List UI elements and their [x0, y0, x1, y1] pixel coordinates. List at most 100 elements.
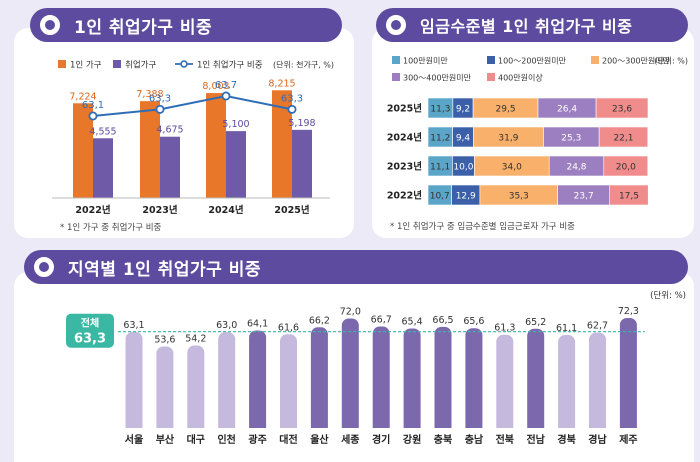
bar-region — [434, 326, 452, 428]
category-label-region: 충북 — [434, 433, 452, 446]
legend-label-household: 1인 가구 — [70, 60, 102, 71]
circle-bullet-icon — [386, 15, 406, 35]
chart-unit: (단위: 천가구, %) — [273, 60, 334, 70]
bar-employed — [292, 129, 312, 198]
category-label: 2022년 — [387, 190, 422, 202]
data-label: 31,9 — [498, 134, 518, 144]
data-label-share: 63,7 — [215, 80, 237, 91]
data-label-region: 64,1 — [247, 318, 268, 329]
category-label-region: 인천 — [217, 433, 235, 446]
bar-region — [187, 345, 205, 428]
data-label-share: 63,3 — [281, 93, 303, 104]
category-label-region: 경남 — [588, 433, 607, 446]
circle-bullet-icon — [34, 257, 54, 277]
data-label: 20,0 — [616, 163, 636, 173]
legend-label: 400만원이상 — [498, 73, 543, 83]
section-title-wage-level: 임금수준별 1인 취업가구 비중 — [376, 8, 688, 42]
series-line-share — [92, 94, 293, 117]
bar-region — [372, 326, 390, 428]
category-label-region: 경기 — [372, 433, 390, 446]
category-label: 2023년 — [387, 161, 422, 173]
category-label-region: 광주 — [248, 434, 266, 446]
bar-household — [73, 103, 93, 198]
chart-unit: (단위: %) — [650, 290, 686, 301]
data-label: 11,1 — [430, 163, 450, 173]
data-label: 23,6 — [612, 105, 632, 115]
bar-segment — [595, 97, 649, 119]
bar-region — [496, 334, 514, 428]
data-label: 26,4 — [557, 105, 577, 115]
bar-employed — [160, 136, 180, 198]
data-label-region: 61,1 — [556, 323, 577, 334]
data-label-region: 61,3 — [494, 323, 515, 334]
data-label-region: 53,6 — [154, 334, 175, 345]
data-label: 24,8 — [566, 163, 586, 173]
data-label-region: 66,5 — [432, 315, 453, 326]
data-label-region: 72,0 — [340, 306, 361, 317]
reference-value: 63,3 — [74, 332, 106, 347]
category-label-region: 강원 — [403, 433, 421, 446]
category-label-region: 전남 — [526, 433, 545, 446]
section-title-text: 임금수준별 1인 취업가구 비중 — [420, 17, 633, 36]
data-label-share: 63,3 — [149, 93, 171, 104]
legend-label: 100～200만원미만 — [498, 57, 567, 66]
bar-household — [140, 101, 160, 198]
data-label-region: 54,2 — [185, 334, 206, 345]
bar-region — [465, 328, 483, 428]
data-label: 9,2 — [456, 105, 470, 115]
data-point-share — [221, 91, 231, 101]
data-label: 10,0 — [453, 163, 473, 173]
data-label: 17,5 — [619, 192, 639, 202]
category-label-region: 부산 — [156, 433, 175, 446]
data-label-region: 61,6 — [278, 322, 299, 333]
category-label: 2022년 — [75, 204, 110, 216]
category-label-region: 대전 — [279, 433, 297, 446]
legend-swatch — [591, 56, 599, 64]
bar-segment — [598, 126, 649, 148]
bar-segment — [609, 184, 649, 206]
data-label: 12,9 — [456, 192, 476, 202]
legend-swatch-household — [58, 60, 66, 68]
data-label-employed: 4,555 — [89, 126, 116, 137]
data-label-region: 63,1 — [123, 320, 144, 331]
bar-region — [589, 332, 607, 428]
bar-employed — [93, 138, 113, 198]
data-label: 35,3 — [509, 192, 529, 202]
data-label-employed: 5,100 — [222, 119, 249, 130]
legend-label-employed: 취업가구 — [125, 61, 156, 71]
chart-unit: (단위: %) — [654, 56, 688, 66]
legend-swatch — [487, 73, 495, 81]
data-label-region: 62,7 — [587, 321, 608, 332]
data-label-region: 72,3 — [618, 306, 639, 317]
category-label-region: 충남 — [465, 433, 484, 446]
bar-household — [206, 93, 226, 198]
bar-region — [403, 328, 421, 428]
data-label-share: 63,1 — [82, 100, 104, 111]
category-label-region: 전북 — [496, 433, 514, 446]
data-label-region: 65,4 — [402, 316, 423, 327]
category-label: 2025년 — [387, 103, 422, 115]
data-label: 9,4 — [456, 134, 471, 144]
bar-region — [218, 332, 236, 428]
bar-region — [558, 335, 576, 428]
data-label-household: 8,003 — [202, 81, 229, 92]
category-label-region: 대구 — [187, 433, 205, 446]
data-label: 22,1 — [613, 134, 633, 144]
data-label-region: 65,2 — [525, 317, 546, 328]
category-label: 2025년 — [274, 204, 309, 216]
bar-region — [310, 327, 328, 428]
data-label-household: 7,224 — [69, 91, 96, 102]
legend-label-share: 1인 취업가구 비중 — [197, 60, 263, 71]
legend-swatch — [392, 73, 400, 81]
circle-bullet-icon — [40, 15, 60, 35]
legend-swatch — [392, 56, 400, 64]
data-label-region: 65,6 — [463, 316, 484, 327]
data-label: 34,0 — [502, 163, 522, 173]
bar-region — [249, 330, 267, 428]
chart-note: * 1인 취업가구 중 임금수준별 임금근로자 가구 비중 — [390, 221, 575, 232]
section-title-regional: 지역별 1인 취업가구 비중 — [24, 250, 688, 284]
bar-household — [272, 90, 292, 198]
legend-label: 300～400만원미만 — [403, 74, 472, 83]
category-label-region: 세종 — [341, 433, 359, 446]
